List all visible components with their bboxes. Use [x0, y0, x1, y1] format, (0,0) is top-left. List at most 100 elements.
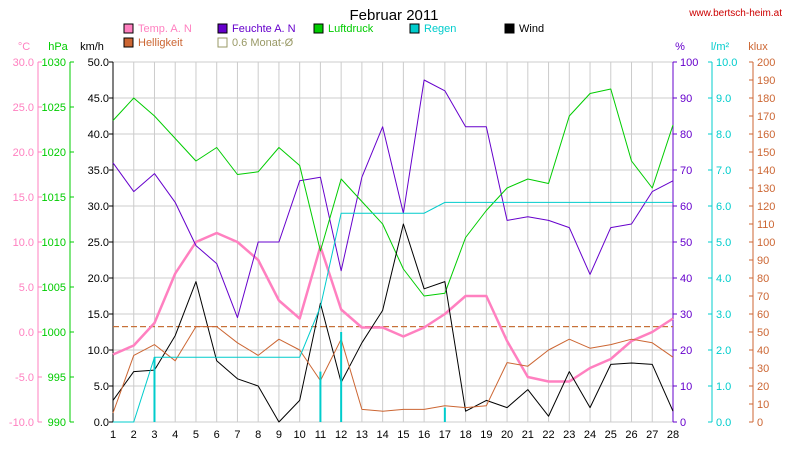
- tick-label-x: 17: [439, 429, 451, 441]
- legend-item: Wind: [504, 23, 544, 35]
- tick-label-temp: 30.0: [13, 57, 34, 69]
- tick-label-temp: 10.0: [13, 237, 34, 249]
- tick-label-rain: 8.0: [716, 129, 731, 141]
- legend-swatch: [504, 23, 515, 34]
- tick-label-x: 21: [522, 429, 534, 441]
- tick-label-lux: 10: [757, 399, 769, 411]
- tick-label-lux: 200: [757, 57, 775, 69]
- axis-title-temp: °C: [18, 41, 30, 53]
- tick-label-lux: 80: [757, 273, 769, 285]
- tick-label-humidity: 90: [680, 93, 692, 105]
- tick-label-humidity: 0: [680, 417, 686, 429]
- tick-label-wind: 15.0: [88, 309, 109, 321]
- series-group: [112, 79, 674, 423]
- axis-title-rain: l/m²: [711, 41, 730, 53]
- tick-label-pressure: 995: [48, 372, 66, 384]
- axis-temp: -10.0 -5.0 0.0 5.0 10.0 15.0 20.0 25.0 30.0 °C: [9, 41, 42, 429]
- axis-x: 1 2 3 4 5 6 7 8 9 10 11 12 13 14 15 16 17 18 19 20 21 22 23 24 2…: [110, 429, 679, 441]
- legend-label: Regen: [424, 23, 456, 35]
- tick-label-humidity: 70: [680, 165, 692, 177]
- tick-label-lux: 110: [757, 219, 775, 231]
- tick-label-x: 8: [255, 429, 261, 441]
- tick-label-lux: 20: [757, 381, 769, 393]
- tick-label-rain: 3.0: [716, 309, 731, 321]
- tick-label-wind: 45.0: [88, 93, 109, 105]
- tick-label-x: 25: [605, 429, 617, 441]
- tick-label-x: 5: [193, 429, 199, 441]
- axis-title-humidity: %: [675, 41, 685, 53]
- tick-label-wind: 20.0: [88, 273, 109, 285]
- legend-label: Helligkeit: [138, 37, 183, 49]
- axis-lux: 0 10 20 30 40 50 60 70 80 90 100 110 120 130 140 150 160…: [748, 41, 775, 429]
- tick-label-wind: 25.0: [88, 237, 109, 249]
- tick-label-temp: 15.0: [13, 192, 34, 204]
- legend: Temp. A. N Feuchte A. N Luftdruck Regen Wind…: [123, 23, 544, 49]
- tick-label-wind: 30.0: [88, 201, 109, 213]
- legend-item: Helligkeit: [123, 37, 183, 49]
- axis-title-lux: klux: [748, 41, 768, 53]
- tick-label-x: 11: [315, 429, 326, 441]
- tick-label-x: 27: [646, 429, 658, 441]
- legend-swatch: [409, 23, 420, 34]
- legend-label: Temp. A. N: [138, 23, 192, 35]
- tick-label-x: 20: [501, 429, 513, 441]
- tick-label-lux: 0: [757, 417, 763, 429]
- tick-label-wind: 50.0: [88, 57, 109, 69]
- tick-label-humidity: 40: [680, 273, 692, 285]
- tick-label-wind: 10.0: [88, 345, 109, 357]
- tick-label-x: 23: [563, 429, 575, 441]
- chart-title: Februar 2011: [350, 7, 439, 24]
- axis-title-pressure: hPa: [48, 41, 68, 53]
- tick-label-rain: 9.0: [716, 93, 731, 105]
- series-line: [113, 201, 673, 423]
- axis-wind: 0.0 5.0 10.0 15.0 20.0 25.0 30.0 35.0 40.0 45.0 50…: [80, 41, 114, 429]
- legend-label: Feuchte A. N: [232, 23, 296, 35]
- tick-label-temp: -5.0: [15, 372, 34, 384]
- legend-label: 0.6 Monat-Ø: [232, 37, 294, 49]
- tick-label-rain: 1.0: [716, 381, 731, 393]
- axis-pressure: 990 995 1000 1005 1010 1015 1020 1025 1030 hPa: [42, 41, 74, 429]
- tick-label-lux: 100: [757, 237, 775, 249]
- legend-label: Luftdruck: [328, 23, 374, 35]
- tick-label-wind: 35.0: [88, 165, 109, 177]
- tick-label-pressure: 1010: [42, 237, 66, 249]
- tick-label-wind: 5.0: [94, 381, 109, 393]
- axis-title-wind: km/h: [80, 41, 104, 53]
- watermark-link[interactable]: www.bertsch-heim.at: [688, 8, 782, 19]
- tick-label-lux: 170: [757, 111, 775, 123]
- tick-label-x: 18: [459, 429, 471, 441]
- series-luftdruck: [112, 88, 674, 297]
- tick-label-x: 9: [276, 429, 282, 441]
- axis-rain: 0.0 1.0 2.0 3.0 4.0 5.0 6.0 7.0 8.0 9.0 10.0 l/m²: [708, 41, 737, 429]
- legend-item: Temp. A. N: [123, 23, 192, 35]
- tick-label-pressure: 1020: [42, 147, 66, 159]
- legend-item: Feuchte A. N: [217, 23, 296, 35]
- legend-item: 0.6 Monat-Ø: [217, 37, 294, 49]
- axis-humidity: 0 10 20 30 40 50 60 70 80 90 100%: [672, 41, 698, 429]
- tick-label-humidity: 100: [680, 57, 698, 69]
- tick-label-lux: 40: [757, 345, 769, 357]
- tick-label-lux: 190: [757, 75, 775, 87]
- legend-item: Luftdruck: [313, 23, 374, 35]
- tick-label-x: 6: [214, 429, 220, 441]
- tick-label-rain: 2.0: [716, 345, 731, 357]
- series-regen: [113, 201, 673, 423]
- tick-label-rain: 6.0: [716, 201, 731, 213]
- tick-label-humidity: 10: [680, 381, 692, 393]
- tick-label-x: 15: [397, 429, 409, 441]
- tick-label-humidity: 80: [680, 129, 692, 141]
- tick-label-lux: 120: [757, 201, 775, 213]
- tick-label-x: 26: [625, 429, 637, 441]
- tick-label-x: 1: [110, 429, 116, 441]
- tick-label-lux: 50: [757, 327, 769, 339]
- tick-label-humidity: 20: [680, 345, 692, 357]
- tick-label-x: 19: [480, 429, 492, 441]
- series-feuchte-a-n: [112, 79, 674, 319]
- legend-swatch: [123, 37, 134, 48]
- tick-label-lux: 150: [757, 147, 775, 159]
- series-line: [112, 79, 674, 319]
- tick-label-temp: 5.0: [19, 282, 34, 294]
- tick-label-x: 22: [542, 429, 554, 441]
